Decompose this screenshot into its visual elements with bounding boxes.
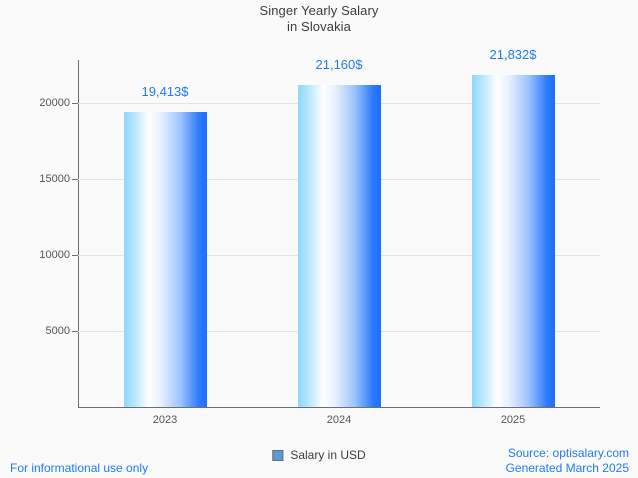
- x-axis-tick-label: 2023: [152, 414, 178, 426]
- chart-title: Singer Yearly Salary in Slovakia: [0, 3, 638, 35]
- y-axis-tick-mark: [72, 178, 78, 180]
- bar-value-label: 21,160$: [315, 56, 363, 72]
- bar-2024[interactable]: [297, 84, 381, 407]
- y-axis-tick-mark: [72, 254, 78, 256]
- plot-area: [72, 60, 600, 407]
- y-axis-tick-mark: [72, 330, 78, 332]
- disclaimer-text: For informational use only: [10, 461, 149, 475]
- bar-2025[interactable]: [471, 74, 555, 407]
- y-axis-tick-label: 5000: [45, 324, 70, 337]
- y-axis-tick-label: 10000: [39, 248, 70, 261]
- bar-value-label: 19,413$: [141, 83, 189, 99]
- y-axis-tick-mark: [72, 102, 78, 104]
- chart-title-line2: in Slovakia: [287, 19, 351, 34]
- generated-text: Generated March 2025: [505, 461, 629, 475]
- y-axis-tick-label: 20000: [39, 96, 70, 109]
- x-axis-line: [78, 407, 600, 408]
- x-axis-tick-label: 2025: [500, 414, 526, 426]
- chart-title-line1: Singer Yearly Salary: [259, 3, 379, 18]
- chart-legend: Salary in USD: [260, 445, 378, 465]
- source-text: Source: optisalary.com: [507, 446, 629, 460]
- legend-swatch-icon: [272, 449, 284, 461]
- y-axis-tick-label: 15000: [39, 172, 70, 185]
- bar-value-label: 21,832$: [489, 46, 537, 62]
- legend-item-label: Salary in USD: [290, 448, 366, 462]
- x-axis-tick-label: 2024: [326, 414, 352, 426]
- bar-2023[interactable]: [123, 111, 207, 407]
- source-block: Source: optisalary.com Generated March 2…: [506, 446, 629, 476]
- y-axis-line: [78, 60, 79, 408]
